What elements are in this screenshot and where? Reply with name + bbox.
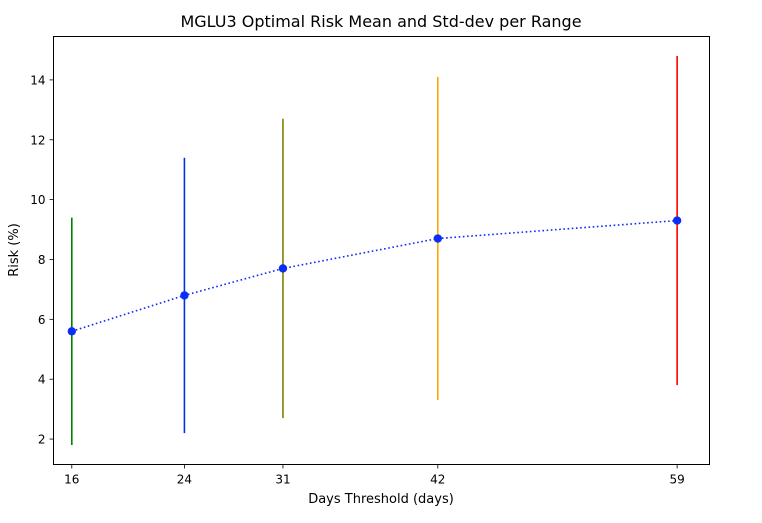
x-tick-label: 16: [64, 473, 79, 487]
x-tick-label: 24: [177, 473, 192, 487]
chart-title: MGLU3 Optimal Risk Mean and Std-dev per …: [180, 12, 581, 31]
x-axis: 16 24 31 42 59: [64, 464, 685, 487]
series-line: [71, 219, 678, 333]
y-axis: 2 4 6 8 10 12 14: [30, 73, 54, 447]
data-point-42: [433, 234, 443, 243]
y-tick-label: 4: [38, 373, 46, 387]
y-tick-label: 14: [30, 73, 45, 87]
x-tick-label: 42: [430, 473, 445, 487]
y-tick-label: 8: [38, 253, 46, 267]
data-point-31: [278, 264, 288, 273]
data-point-16: [67, 327, 77, 336]
y-axis-label: Risk (%): [7, 223, 22, 277]
y-tick-label: 12: [30, 133, 45, 147]
x-tick-label: 59: [669, 473, 684, 487]
y-tick-label: 2: [38, 433, 46, 447]
axes-frame: [53, 36, 710, 465]
y-tick-label: 6: [38, 313, 46, 327]
data-point-24: [180, 291, 189, 300]
x-tick-label: 31: [275, 473, 290, 487]
y-tick-label: 10: [30, 193, 45, 207]
x-axis-label: Days Threshold (days): [308, 492, 454, 507]
data-point-59: [672, 216, 682, 225]
plot-area: [67, 55, 682, 446]
